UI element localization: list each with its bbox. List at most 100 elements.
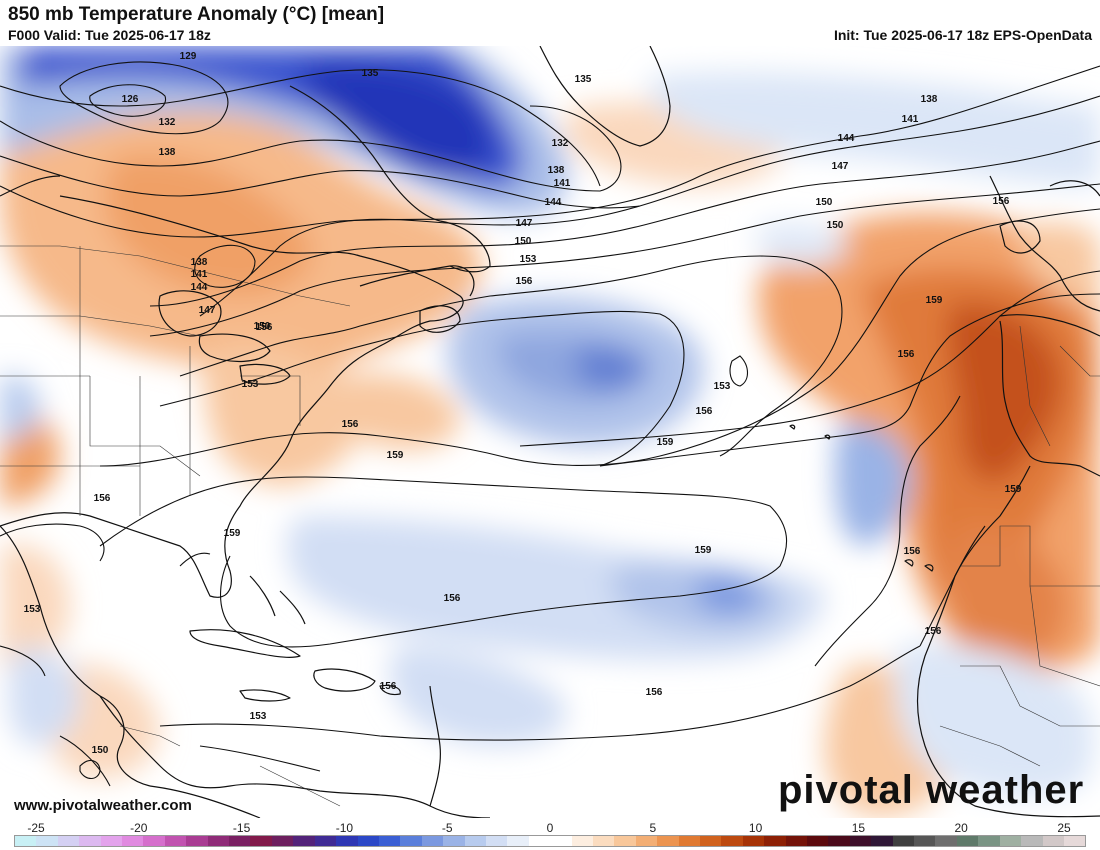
contour-label: 156 xyxy=(993,196,1010,207)
colorbar-tick-label: 15 xyxy=(851,821,866,835)
colorbar-tick-label: 20 xyxy=(954,821,968,835)
coastlines xyxy=(0,46,1100,818)
contour-label: 153 xyxy=(250,711,267,722)
contour-label: 156 xyxy=(516,276,533,287)
colorbar-swatch xyxy=(250,836,272,846)
colorbar-swatch xyxy=(1021,836,1043,846)
colorbar-swatch xyxy=(1063,836,1086,846)
colorbar-tick-label: -15 xyxy=(232,821,251,835)
contour-label: 156 xyxy=(94,493,111,504)
colorbar-swatch xyxy=(764,836,786,846)
colorbar-swatch xyxy=(314,836,337,846)
contour-label: 159 xyxy=(1005,484,1022,495)
colorbar-tick-label: -10 xyxy=(335,821,354,835)
colorbar-swatch xyxy=(485,836,508,846)
map-header: 850 mb Temperature Anomaly (°C) [mean] F… xyxy=(0,0,1100,46)
credit-url[interactable]: www.pivotalweather.com xyxy=(14,797,192,814)
colorbar-swatch xyxy=(507,836,529,846)
contour-label: 138 xyxy=(159,147,176,158)
colorbar-swatch xyxy=(999,836,1022,846)
colorbar-swatch xyxy=(892,836,915,846)
contour-label: 141 xyxy=(902,114,919,125)
colorbar-ticks: -25 -20 -15 -10 -5 0 5 10 15 20 25 xyxy=(14,821,1086,835)
weather-map[interactable]: 129 126 135 132 138 135 132 138 141 144 … xyxy=(0,46,1100,818)
cool-anomaly-region xyxy=(835,423,911,546)
colorbar-swatch xyxy=(700,836,722,846)
colorbar-swatch xyxy=(614,836,636,846)
colorbar-swatch xyxy=(785,836,808,846)
colorbar-swatch xyxy=(36,836,58,846)
contour-label: 147 xyxy=(516,218,533,229)
contour-label: 153 xyxy=(520,254,537,265)
colorbar-swatch xyxy=(421,836,444,846)
contour-label: 156 xyxy=(380,681,397,692)
height-contours xyxy=(0,61,1100,787)
contour-labels: 129 126 135 132 138 135 132 138 141 144 … xyxy=(24,51,1022,756)
valid-time: F000 Valid: Tue 2025-06-17 18z xyxy=(8,27,211,43)
contour-label: 156 xyxy=(444,593,461,604)
contour-label: 156 xyxy=(898,349,915,360)
colorbar-swatch xyxy=(378,836,401,846)
brand-logo: pivotal weather xyxy=(778,768,1085,812)
colorbar-swatch xyxy=(164,836,187,846)
colorbar-swatch xyxy=(443,836,465,846)
contour-label: 132 xyxy=(552,138,569,149)
colorbar-swatch xyxy=(336,836,358,846)
contour-label: 150 xyxy=(816,197,833,208)
colorbar-swatch xyxy=(956,836,979,846)
contour-label: 156 xyxy=(646,687,663,698)
contour-label: 150 xyxy=(515,236,532,247)
contour-label: 138 xyxy=(191,257,208,268)
warm-anomaly-region xyxy=(0,544,70,666)
contour-label: 138 xyxy=(548,165,565,176)
colorbar-swatch xyxy=(828,836,850,846)
colorbar-swatch xyxy=(571,836,593,846)
colorbar-swatch xyxy=(79,836,101,846)
contour-label: 147 xyxy=(199,305,216,316)
contour-label: 156 xyxy=(256,322,273,333)
contour-label: 141 xyxy=(554,178,571,189)
colorbar-tick-label: 10 xyxy=(748,821,763,835)
contour-label: 138 xyxy=(921,94,938,105)
cool-anomaly-region xyxy=(755,222,850,266)
cool-anomaly-region xyxy=(576,344,645,391)
colorbar-swatch xyxy=(143,836,165,846)
contour-label: 156 xyxy=(696,406,713,417)
cool-anomaly-region xyxy=(895,643,1094,797)
colorbar-swatch xyxy=(935,836,957,846)
colorbar-swatch xyxy=(721,836,743,846)
warm-anomaly-region xyxy=(943,523,1068,666)
borders xyxy=(0,245,1100,807)
map-title: 850 mb Temperature Anomaly (°C) [mean] xyxy=(8,4,385,25)
contour-label: 150 xyxy=(92,745,109,756)
colorbar-tick-label: 5 xyxy=(649,821,657,835)
warm-anomaly-region xyxy=(337,373,460,450)
colorbar-swatch xyxy=(635,836,658,846)
contour-label: 159 xyxy=(695,545,712,556)
contour-label: 150 xyxy=(254,321,271,332)
colorbar-swatches xyxy=(14,835,1086,847)
colorbar-legend: -25 -20 -15 -10 -5 0 5 10 15 20 25 xyxy=(14,821,1086,850)
contour-label: 159 xyxy=(387,450,404,461)
contour-label: 144 xyxy=(191,282,208,293)
colorbar-swatch xyxy=(978,836,1000,846)
contour-label: 141 xyxy=(191,269,208,280)
contour-label: 126 xyxy=(122,94,139,105)
warm-anomaly-region xyxy=(203,344,362,486)
colorbar-tick-label: -5 xyxy=(441,821,453,835)
colorbar-swatch xyxy=(849,836,872,846)
contour-label: 156 xyxy=(925,626,942,637)
colorbar-swatch xyxy=(293,836,315,846)
colorbar-swatch xyxy=(357,836,379,846)
colorbar-swatch xyxy=(229,836,251,846)
contour-label: 153 xyxy=(242,379,259,390)
colorbar-tick-label: 0 xyxy=(546,821,554,835)
colorbar-swatch xyxy=(15,836,37,846)
colorbar-swatch xyxy=(400,836,422,846)
colorbar-swatch xyxy=(100,836,123,846)
contour-label: 144 xyxy=(838,133,855,144)
contour-label: 153 xyxy=(24,604,41,615)
map-svg: 129 126 135 132 138 135 132 138 141 144 … xyxy=(0,46,1100,818)
colorbar-swatch xyxy=(871,836,893,846)
warm-anomaly-region xyxy=(947,304,1062,483)
